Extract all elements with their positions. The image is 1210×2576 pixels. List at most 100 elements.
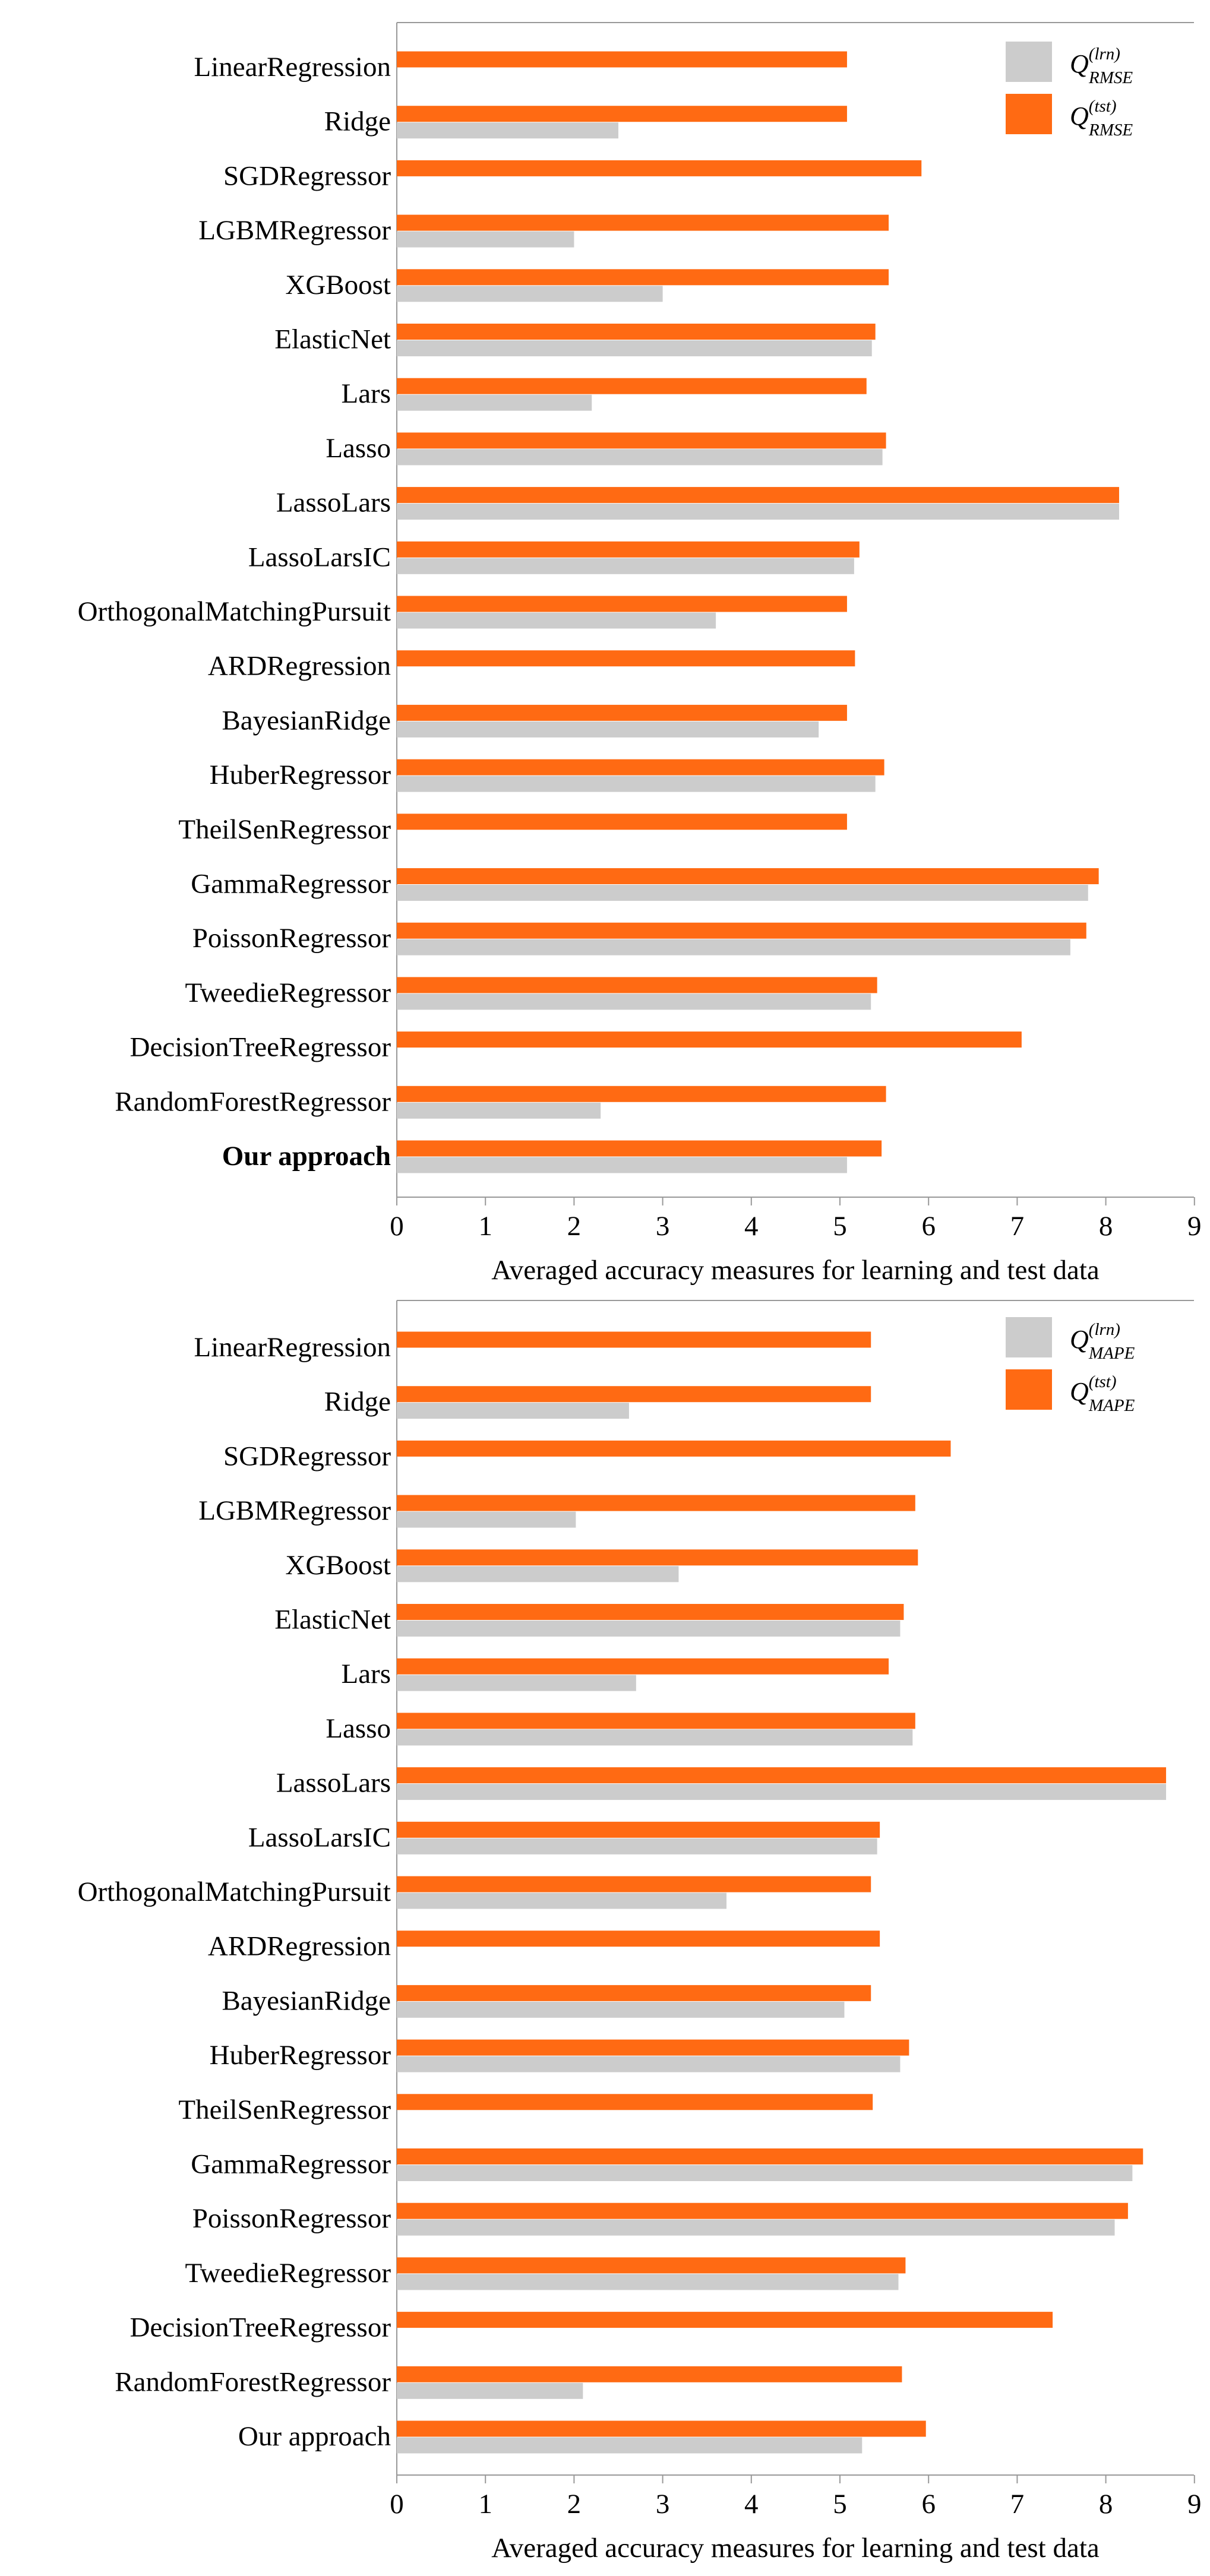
x-tick-label: 5 — [833, 1211, 847, 1242]
x-tick-label: 9 — [1187, 1211, 1202, 1242]
bar-train-21 — [397, 1157, 847, 1173]
bar-train-9 — [397, 1784, 1167, 1800]
bar-test-7 — [397, 378, 867, 394]
bar-test-15 — [397, 2094, 873, 2110]
x-tick-label: 1 — [478, 2489, 492, 2520]
category-label: PoissonRegressor — [192, 923, 391, 954]
category-label: XGBoost — [285, 1550, 391, 1581]
x-tick-label: 4 — [744, 2489, 759, 2520]
category-label: HuberRegressor — [210, 759, 391, 790]
x-tick-label: 6 — [921, 2489, 936, 2520]
bar-train-10 — [397, 558, 854, 574]
bar-test-20 — [397, 2366, 902, 2382]
bar-train-6 — [397, 1621, 901, 1637]
category-label: GammaRegressor — [191, 869, 391, 900]
bar-train-7 — [397, 394, 592, 411]
bar-test-10 — [397, 541, 860, 558]
x-axis-label: Averaged accuracy measures for learning … — [491, 1255, 1100, 1286]
category-label: Lars — [341, 378, 391, 409]
category-label: XGBoost — [285, 270, 391, 300]
category-label: RandomForestRegressor — [115, 2366, 391, 2397]
x-tick-label: 0 — [390, 2489, 404, 2520]
category-label: DecisionTreeRegressor — [130, 1032, 391, 1063]
bar-test-5 — [397, 269, 889, 286]
bar-test-10 — [397, 1821, 880, 1838]
category-label: TheilSenRegressor — [178, 814, 391, 845]
bar-train-2 — [397, 122, 618, 139]
category-label: Ridge — [324, 106, 391, 137]
category-label: LinearRegression — [194, 1332, 391, 1363]
legend-label-2: Q(tst) RMSE — [1070, 97, 1133, 140]
bar-test-4 — [397, 1495, 915, 1511]
bar-test-13 — [397, 1985, 871, 2001]
bar-test-8 — [397, 1713, 915, 1729]
bar-train-8 — [397, 1729, 913, 1746]
category-label: Lars — [341, 1659, 391, 1689]
bar-test-8 — [397, 432, 886, 449]
bar-test-21 — [397, 1140, 882, 1157]
bar-test-2 — [397, 106, 847, 122]
chart-panel-2: LinearRegression Ridge SGDRegressor LGBMReg… — [78, 1300, 1202, 2564]
bar-test-12 — [397, 650, 855, 667]
category-label: Our approach — [238, 2421, 391, 2452]
legend-swatch-1 — [1006, 1317, 1052, 1357]
bar-train-6 — [397, 340, 872, 356]
bar-test-17 — [397, 922, 1086, 939]
legend-swatch-2 — [1006, 1369, 1052, 1410]
bar-test-7 — [397, 1658, 889, 1675]
category-label: SGDRegressor — [223, 1441, 391, 1471]
bar-test-3 — [397, 160, 922, 176]
bar-train-13 — [397, 721, 819, 738]
x-tick-label: 1 — [478, 1211, 492, 1242]
category-label: Lasso — [326, 433, 391, 464]
category-label: OrthogonalMatchingPursuit — [78, 1876, 391, 1907]
x-tick-label: 5 — [833, 2489, 847, 2520]
bar-test-6 — [397, 1604, 904, 1620]
bar-train-20 — [397, 2382, 583, 2399]
bar-test-15 — [397, 814, 847, 830]
bar-test-5 — [397, 1549, 918, 1566]
bar-test-14 — [397, 2039, 909, 2056]
x-tick-label: 0 — [390, 1211, 404, 1242]
category-label: SGDRegressor — [223, 160, 391, 191]
bar-test-11 — [397, 1876, 871, 1893]
bar-train-18 — [397, 2274, 899, 2290]
bar-train-14 — [397, 776, 876, 792]
bar-train-21 — [397, 2437, 863, 2454]
category-label: BayesianRidge — [222, 705, 391, 736]
x-tick-label: 8 — [1099, 2489, 1113, 2520]
legend-label-2: Q(tst) MAPE — [1070, 1372, 1135, 1415]
bar-train-11 — [397, 612, 716, 629]
bar-test-17 — [397, 2202, 1128, 2219]
category-label: TheilSenRegressor — [178, 2094, 391, 2125]
bar-test-16 — [397, 2148, 1143, 2164]
category-label: HuberRegressor — [210, 2040, 391, 2071]
category-label: RandomForestRegressor — [115, 1086, 391, 1117]
bar-train-10 — [397, 1838, 877, 1855]
category-label: Lasso — [326, 1713, 391, 1744]
category-label: ElasticNet — [274, 324, 391, 355]
category-label: TweedieRegressor — [185, 977, 391, 1008]
category-label: LassoLarsIC — [248, 1822, 391, 1853]
category-label: BayesianRidge — [222, 1985, 391, 2016]
x-tick-label: 8 — [1099, 1211, 1113, 1242]
bar-test-18 — [397, 977, 877, 993]
category-label: ARDRegression — [208, 1931, 391, 1962]
x-tick-label: 2 — [567, 2489, 582, 2520]
bar-train-18 — [397, 993, 871, 1010]
legend-label-1: Q(lrn) RMSE — [1070, 45, 1133, 87]
category-label: LGBMRegressor — [198, 215, 391, 246]
bar-test-12 — [397, 1931, 880, 1947]
chart-panel-1: LinearRegression Ridge SGDRegressor LGBMReg… — [78, 22, 1202, 1286]
bar-test-11 — [397, 596, 847, 612]
category-label: TweedieRegressor — [185, 2258, 391, 2289]
category-label: ElasticNet — [274, 1605, 391, 1635]
bar-train-2 — [397, 1403, 629, 1419]
x-tick-label: 3 — [656, 1211, 670, 1242]
x-tick-label: 7 — [1010, 2489, 1025, 2520]
category-label: LGBMRegressor — [198, 1495, 391, 1526]
x-axis-label: Averaged accuracy measures for learning … — [491, 2533, 1100, 2564]
bar-test-19 — [397, 1031, 1022, 1048]
bar-test-1 — [397, 1331, 871, 1348]
